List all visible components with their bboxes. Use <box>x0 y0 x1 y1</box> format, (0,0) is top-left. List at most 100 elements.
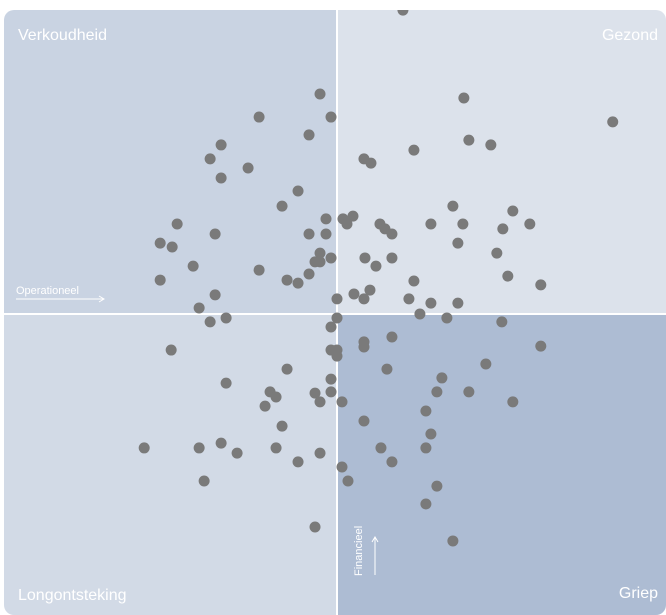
point <box>347 210 359 222</box>
point <box>535 279 547 291</box>
point <box>425 218 437 230</box>
point <box>403 293 415 305</box>
point <box>524 218 536 230</box>
point <box>325 386 337 398</box>
quadrant <box>337 314 666 615</box>
point <box>358 415 370 427</box>
point <box>420 498 432 510</box>
point <box>314 88 326 100</box>
point <box>447 535 459 547</box>
point <box>502 270 514 282</box>
quadrant-label: Verkoudheid <box>18 27 107 44</box>
point <box>480 358 492 370</box>
point <box>441 312 453 324</box>
point <box>209 289 221 301</box>
point <box>165 344 177 356</box>
point <box>276 200 288 212</box>
point <box>342 475 354 487</box>
point <box>358 293 370 305</box>
point <box>215 139 227 151</box>
point <box>375 442 387 454</box>
point <box>336 461 348 473</box>
point <box>193 302 205 314</box>
point <box>204 316 216 328</box>
point <box>314 256 326 268</box>
point <box>457 218 469 230</box>
point <box>431 480 443 492</box>
point <box>414 308 426 320</box>
point <box>386 331 398 343</box>
point <box>314 247 326 259</box>
point <box>386 252 398 264</box>
point <box>370 260 382 272</box>
point <box>303 129 315 141</box>
point <box>215 437 227 449</box>
point <box>204 153 216 165</box>
point <box>138 442 150 454</box>
point <box>408 144 420 156</box>
point <box>314 447 326 459</box>
point <box>320 228 332 240</box>
point <box>166 241 178 253</box>
point <box>292 185 304 197</box>
point <box>507 396 519 408</box>
point <box>425 428 437 440</box>
point <box>209 228 221 240</box>
point <box>452 237 464 249</box>
point <box>364 284 376 296</box>
point <box>358 341 370 353</box>
point <box>485 139 497 151</box>
quadrant-label: Longontsteking <box>18 587 127 604</box>
point <box>154 274 166 286</box>
point <box>253 111 265 123</box>
point <box>292 456 304 468</box>
point <box>309 387 321 399</box>
point <box>193 442 205 454</box>
quadrant <box>4 314 337 615</box>
point <box>325 111 337 123</box>
point <box>463 134 475 146</box>
point <box>331 293 343 305</box>
point <box>458 92 470 104</box>
point <box>325 321 337 333</box>
point <box>259 400 271 412</box>
point <box>341 218 353 230</box>
point <box>496 316 508 328</box>
point <box>420 405 432 417</box>
point <box>303 268 315 280</box>
point <box>331 312 343 324</box>
point <box>303 228 315 240</box>
point <box>220 312 232 324</box>
point <box>463 386 475 398</box>
y-axis-label: Financieel <box>353 526 365 576</box>
point <box>325 373 337 385</box>
point <box>420 442 432 454</box>
point <box>276 420 288 432</box>
x-arrow <box>16 295 105 303</box>
point <box>320 213 332 225</box>
point <box>270 442 282 454</box>
point <box>431 386 443 398</box>
point <box>171 218 183 230</box>
point <box>436 372 448 384</box>
point <box>381 363 393 375</box>
point <box>309 521 321 533</box>
point <box>154 237 166 249</box>
y-arrow <box>371 536 379 575</box>
point <box>607 116 619 128</box>
quadrant-label: Gezond <box>602 27 658 44</box>
point <box>365 157 377 169</box>
quadrant <box>337 10 666 314</box>
x-axis-label: Operationeel <box>16 285 79 297</box>
point <box>452 297 464 309</box>
point <box>281 363 293 375</box>
point <box>447 200 459 212</box>
point <box>497 223 509 235</box>
point <box>348 288 360 300</box>
point <box>253 264 265 276</box>
point <box>491 247 503 259</box>
point <box>425 297 437 309</box>
point <box>408 275 420 287</box>
